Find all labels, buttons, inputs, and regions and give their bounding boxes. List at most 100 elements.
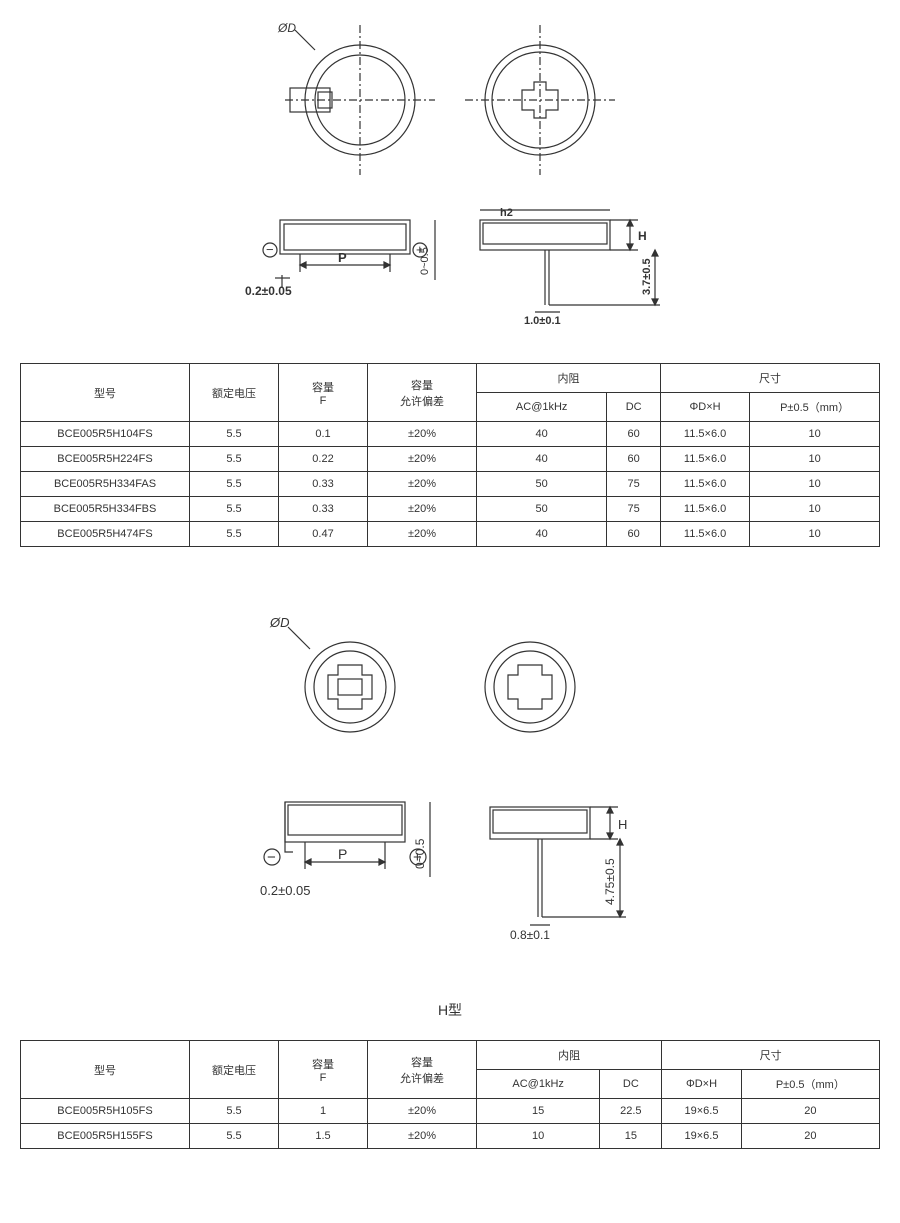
table-cell: ±20% [368,1124,477,1149]
table-cell: 75 [607,472,661,497]
table-cell: 11.5×6.0 [660,447,749,472]
table-cell: 5.5 [190,497,279,522]
th-cap-l1: 容量 [312,382,334,394]
table-row: BCE005R5H474FS5.50.47±20%406011.5×6.010 [21,522,880,547]
th2-size-dh: ΦD×H [662,1070,741,1099]
table-cell: 10 [750,497,880,522]
table-row: BCE005R5H224FS5.50.22±20%406011.5×6.010 [21,447,880,472]
diagram-2: ØD − + P 0.2±0.05 [0,587,900,990]
table-cell: 5.5 [190,447,279,472]
th-size-dh: ΦD×H [660,393,749,422]
table-cell: 5.5 [190,1124,279,1149]
section-title-h: H型 [0,990,900,1040]
label-thick-1: 0.2±0.05 [245,284,292,298]
table1-body: BCE005R5H104FS5.50.1±20%406011.5×6.010BC… [21,422,880,547]
th2-voltage: 额定电压 [190,1041,279,1099]
table-cell: 1 [279,1099,368,1124]
table-cell: 40 [477,447,607,472]
th-res-dc: DC [607,393,661,422]
table-cell: 75 [607,497,661,522]
th2-size: 尺寸 [662,1041,880,1070]
table-cell: 11.5×6.0 [660,497,749,522]
table-cell: 0.33 [279,472,368,497]
table-row: BCE005R5H104FS5.50.1±20%406011.5×6.010 [21,422,880,447]
table-cell: 10 [750,447,880,472]
th-tol-l2: 允许偏差 [400,396,444,408]
table-cell: 11.5×6.0 [660,472,749,497]
th-res-ac: AC@1kHz [477,393,607,422]
th2-res-ac: AC@1kHz [477,1070,600,1099]
table-cell: 1.5 [279,1124,368,1149]
label-minus-2: − [267,849,276,866]
table-cell: 40 [477,422,607,447]
table-cell: 40 [477,522,607,547]
table-row: BCE005R5H155FS5.51.5±20%101519×6.520 [21,1124,880,1149]
label-lead-1: 3.7±0.5 [641,258,653,295]
table-cell: BCE005R5H334FAS [21,472,190,497]
th2-size-p: P±0.5（mm） [741,1070,879,1099]
table-cell: 20 [741,1124,879,1149]
label-p-2: P [338,846,347,862]
table-cell: 19×6.5 [662,1124,741,1149]
label-minus-1: − [266,242,274,257]
table-row: BCE005R5H334FBS5.50.33±20%507511.5×6.010 [21,497,880,522]
label-h2: h2 [500,207,513,219]
th2-cap-l2: F [320,1072,327,1084]
table-cell: 0.47 [279,522,368,547]
table-cell: 0.33 [279,497,368,522]
table-cell: 20 [741,1099,879,1124]
table-cell: 10 [477,1124,600,1149]
label-hcap-2: H [618,817,627,832]
th2-res: 内阻 [477,1041,662,1070]
table-cell: 0.1 [279,422,368,447]
table-cell: 11.5×6.0 [660,522,749,547]
th2-res-dc: DC [600,1070,662,1099]
table-cell: 60 [607,522,661,547]
table-cell: 15 [600,1124,662,1149]
th-size: 尺寸 [660,364,879,393]
th-size-p: P±0.5（mm） [750,393,880,422]
table-cell: 0.22 [279,447,368,472]
table-cell: 5.5 [190,1099,279,1124]
th2-cap: 容量 F [279,1041,368,1099]
label-gap-1: 0~0.5 [419,247,431,275]
diagram-2-svg: ØD − + P 0.2±0.05 [200,607,700,957]
th2-tol-l2: 允许偏差 [400,1073,444,1085]
th-cap: 容量 F [279,364,368,422]
th-cap-l2: F [320,395,327,407]
th-tol-l1: 容量 [411,380,433,392]
table-cell: 22.5 [600,1099,662,1124]
th-res: 内阻 [477,364,661,393]
th-voltage: 额定电压 [190,364,279,422]
diagram-1: ØD − + P 0.2±0.05 0~0.5 [0,0,900,363]
table-cell: BCE005R5H155FS [21,1124,190,1149]
table-cell: 10 [750,522,880,547]
table-cell: ±20% [368,522,477,547]
table-cell: 10 [750,472,880,497]
table-cell: 5.5 [190,422,279,447]
th-model: 型号 [21,364,190,422]
th-tol: 容量 允许偏差 [368,364,477,422]
label-hcap-1: H [638,229,647,243]
label-gap-2: 0~0.5 [413,838,427,869]
table-cell: BCE005R5H224FS [21,447,190,472]
table-row: BCE005R5H105FS5.51±20%1522.519×6.520 [21,1099,880,1124]
table-cell: 5.5 [190,472,279,497]
label-od-1: ØD [277,21,296,35]
label-pin-1: 1.0±0.1 [524,315,561,327]
table-cell: BCE005R5H474FS [21,522,190,547]
table-cell: ±20% [368,1099,477,1124]
label-od-2: ØD [269,615,290,630]
th2-model: 型号 [21,1041,190,1099]
th2-tol: 容量 允许偏差 [368,1041,477,1099]
table-cell: 50 [477,472,607,497]
table-cell: BCE005R5H105FS [21,1099,190,1124]
table-cell: 60 [607,422,661,447]
table-cell: ±20% [368,472,477,497]
table-cell: 5.5 [190,522,279,547]
table-cell: 19×6.5 [662,1099,741,1124]
diagram-1-svg: ØD − + P 0.2±0.05 0~0.5 [200,20,700,330]
table-cell: BCE005R5H334FBS [21,497,190,522]
label-thick-2: 0.2±0.05 [260,883,311,898]
label-p-1: P [338,250,347,265]
